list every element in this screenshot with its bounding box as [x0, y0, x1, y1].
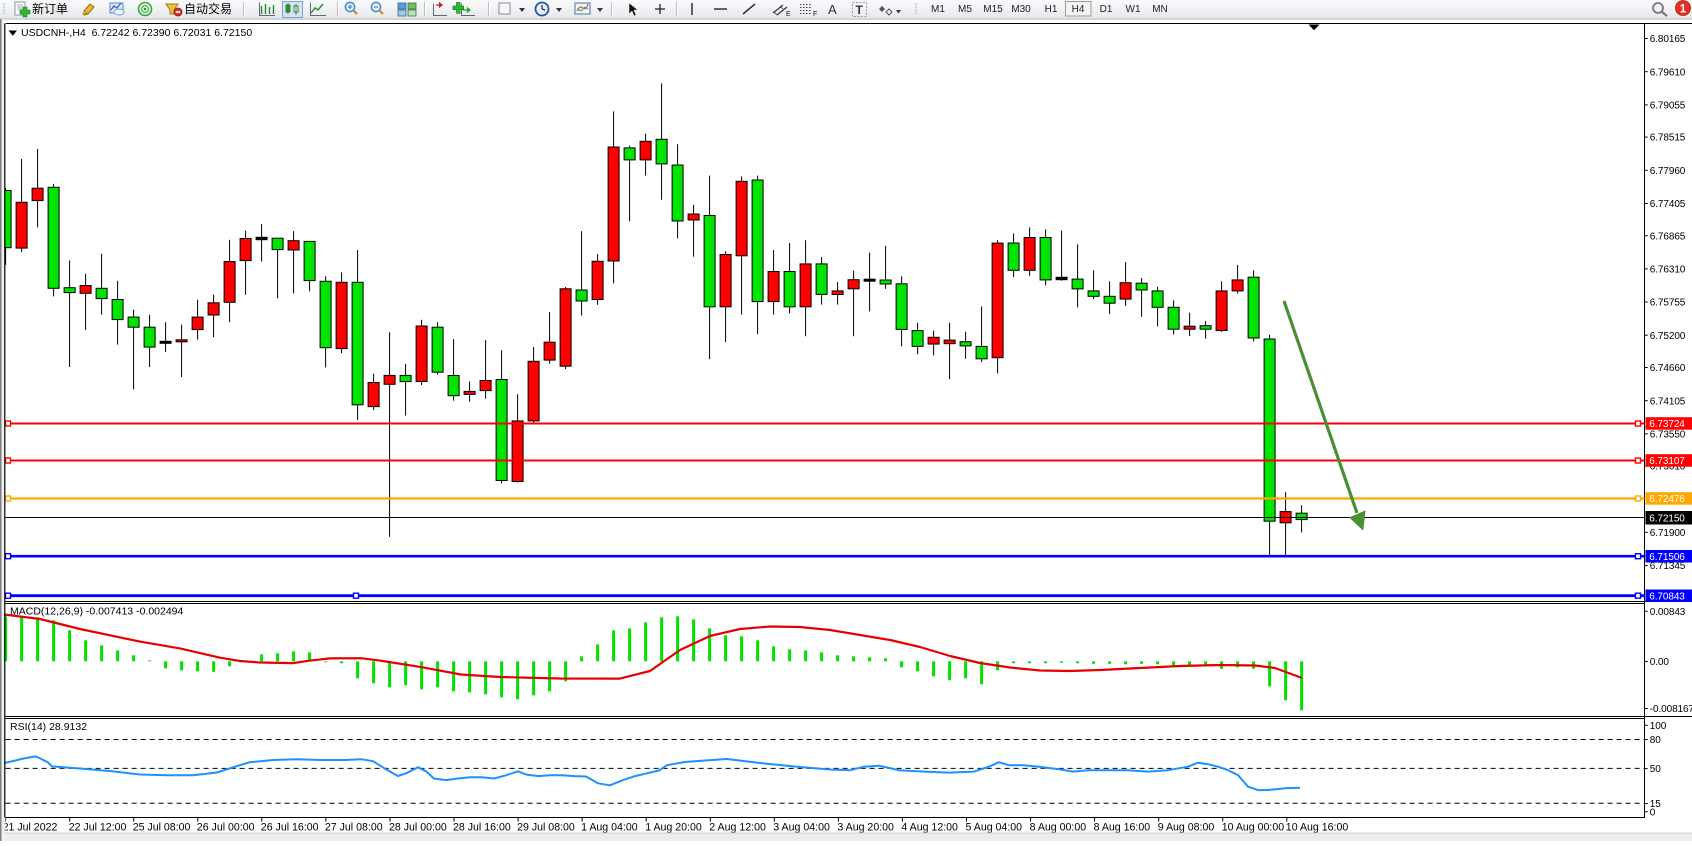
svg-text:29 Jul 08:00: 29 Jul 08:00	[517, 822, 575, 834]
svg-text:RSI(14) 28.9132: RSI(14) 28.9132	[10, 721, 87, 733]
svg-text:6.75755: 6.75755	[1650, 298, 1686, 309]
svg-text:6.76865: 6.76865	[1650, 231, 1686, 242]
svg-text:H1: H1	[1045, 4, 1058, 15]
svg-text:6.71900: 6.71900	[1650, 528, 1686, 539]
svg-text:1: 1	[1680, 4, 1687, 16]
svg-text:6.77405: 6.77405	[1650, 199, 1686, 210]
svg-text:6.78515: 6.78515	[1650, 133, 1686, 144]
svg-text:M30: M30	[1011, 4, 1031, 15]
svg-text:6.79055: 6.79055	[1650, 101, 1686, 112]
svg-text:6.71506: 6.71506	[1649, 552, 1685, 563]
svg-text:6.74660: 6.74660	[1650, 363, 1686, 374]
svg-text:MACD(12,26,9) -0.007413 -0.002: MACD(12,26,9) -0.007413 -0.002494	[10, 606, 184, 618]
svg-text:3 Aug 20:00: 3 Aug 20:00	[837, 822, 894, 834]
svg-text:50: 50	[1650, 764, 1661, 775]
svg-text:A: A	[828, 2, 837, 17]
svg-text:6.77960: 6.77960	[1650, 166, 1686, 177]
svg-text:21 Jul 2022: 21 Jul 2022	[3, 822, 58, 834]
svg-text:W1: W1	[1126, 4, 1141, 15]
svg-text:3 Aug 04:00: 3 Aug 04:00	[773, 822, 830, 834]
svg-text:6.76310: 6.76310	[1650, 265, 1686, 276]
svg-text:26 Jul 00:00: 26 Jul 00:00	[197, 822, 255, 834]
svg-text:5 Aug 04:00: 5 Aug 04:00	[966, 822, 1023, 834]
svg-text:4 Aug 12:00: 4 Aug 12:00	[901, 822, 958, 834]
svg-text:0: 0	[1650, 807, 1656, 818]
svg-text:26 Jul 16:00: 26 Jul 16:00	[261, 822, 319, 834]
svg-text:6.73550: 6.73550	[1650, 429, 1686, 440]
svg-text:27 Jul 08:00: 27 Jul 08:00	[325, 822, 383, 834]
svg-text:E: E	[786, 11, 791, 18]
svg-text:2 Aug 12:00: 2 Aug 12:00	[709, 822, 766, 834]
svg-text:1 Aug 20:00: 1 Aug 20:00	[645, 822, 702, 834]
svg-text:D1: D1	[1100, 4, 1113, 15]
svg-text:6.79610: 6.79610	[1650, 67, 1686, 78]
svg-text:H4: H4	[1072, 4, 1085, 15]
svg-text:1 Aug 04:00: 1 Aug 04:00	[581, 822, 638, 834]
svg-text:6.72150: 6.72150	[1649, 513, 1685, 524]
svg-text:10 Aug 00:00: 10 Aug 00:00	[1222, 822, 1285, 834]
svg-text:6.80165: 6.80165	[1650, 34, 1686, 45]
svg-text:6.72476: 6.72476	[1649, 494, 1685, 505]
svg-text:6.74105: 6.74105	[1650, 396, 1686, 407]
svg-text:M1: M1	[931, 4, 945, 15]
svg-text:10 Aug 16:00: 10 Aug 16:00	[1286, 822, 1349, 834]
svg-text:100: 100	[1650, 721, 1667, 732]
svg-text:28 Jul 00:00: 28 Jul 00:00	[389, 822, 447, 834]
svg-text:28 Jul 16:00: 28 Jul 16:00	[453, 822, 511, 834]
svg-text:6.75200: 6.75200	[1650, 331, 1686, 342]
svg-text:MN: MN	[1152, 4, 1168, 15]
svg-text:22 Jul 12:00: 22 Jul 12:00	[69, 822, 127, 834]
svg-text:6.70843: 6.70843	[1649, 591, 1685, 602]
svg-text:T: T	[856, 3, 864, 17]
svg-text:-0.008167: -0.008167	[1650, 704, 1692, 715]
svg-text:25 Jul 08:00: 25 Jul 08:00	[133, 822, 191, 834]
svg-text:6.71345: 6.71345	[1650, 561, 1686, 572]
svg-text:USDCNH-,H4 6.72242 6.72390 6.: USDCNH-,H4 6.72242 6.72390 6.72031 6.721…	[21, 27, 252, 39]
svg-text:自动交易: 自动交易	[184, 1, 232, 16]
svg-text:6.73724: 6.73724	[1649, 419, 1685, 430]
svg-text:6.73107: 6.73107	[1649, 456, 1685, 467]
svg-text:8 Aug 16:00: 8 Aug 16:00	[1094, 822, 1151, 834]
svg-text:0.00: 0.00	[1650, 657, 1670, 668]
svg-text:F: F	[813, 11, 817, 18]
svg-text:M15: M15	[983, 4, 1003, 15]
svg-text:8 Aug 00:00: 8 Aug 00:00	[1030, 822, 1087, 834]
svg-text:新订单: 新订单	[32, 1, 68, 16]
svg-text:M5: M5	[958, 4, 972, 15]
svg-text:80: 80	[1650, 735, 1661, 746]
svg-text:0.00843: 0.00843	[1650, 607, 1686, 618]
svg-text:9 Aug 08:00: 9 Aug 08:00	[1158, 822, 1215, 834]
